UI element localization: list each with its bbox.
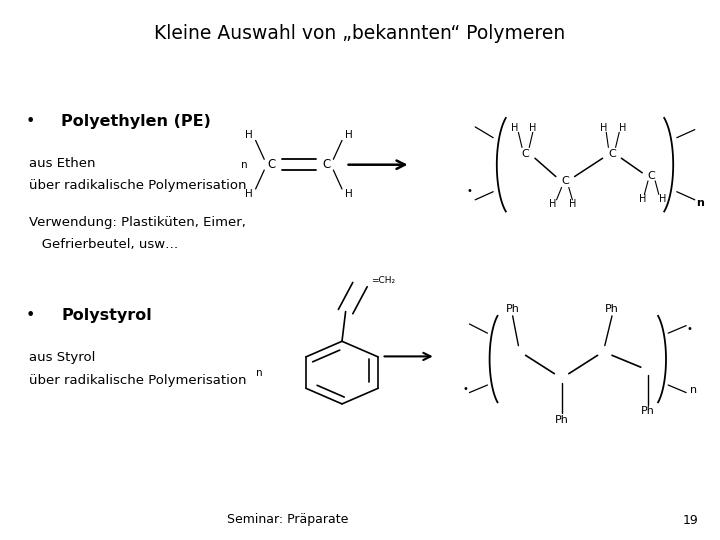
Text: Ph: Ph — [554, 415, 569, 424]
Text: H: H — [619, 123, 626, 133]
Text: •: • — [463, 384, 469, 394]
Text: •: • — [467, 186, 472, 195]
Text: C: C — [522, 149, 529, 159]
Text: H: H — [659, 194, 666, 204]
Text: •: • — [25, 308, 35, 323]
Text: 19: 19 — [683, 514, 698, 526]
Text: C: C — [267, 158, 276, 171]
Text: Polyethylen (PE): Polyethylen (PE) — [61, 114, 211, 129]
Text: Kleine Auswahl von „bekannten“ Polymeren: Kleine Auswahl von „bekannten“ Polymeren — [154, 24, 566, 43]
Text: •: • — [687, 325, 693, 334]
Text: H: H — [346, 190, 353, 199]
Text: C: C — [648, 171, 655, 180]
Text: Polystyrol: Polystyrol — [61, 308, 152, 323]
Text: C: C — [322, 158, 330, 171]
Text: =CH₂: =CH₂ — [371, 276, 395, 285]
Text: Seminar: Präparate: Seminar: Präparate — [228, 514, 348, 526]
Text: aus Ethen: aus Ethen — [29, 157, 95, 170]
Text: Ph: Ph — [641, 407, 655, 416]
Text: •: • — [25, 114, 35, 129]
Text: Gefrierbeutel, usw…: Gefrierbeutel, usw… — [29, 238, 178, 251]
Text: C: C — [608, 149, 616, 159]
Text: H: H — [511, 123, 518, 133]
Text: n: n — [240, 160, 248, 170]
Text: Ph: Ph — [505, 305, 520, 314]
Text: Verwendung: Plastiküten, Eimer,: Verwendung: Plastiküten, Eimer, — [29, 216, 246, 229]
Text: H: H — [600, 123, 607, 133]
Text: H: H — [346, 130, 353, 140]
Text: über radikalische Polymerisation: über radikalische Polymerisation — [29, 179, 246, 192]
Text: über radikalische Polymerisation: über radikalische Polymerisation — [29, 374, 246, 387]
Text: H: H — [529, 123, 536, 133]
Text: H: H — [639, 194, 647, 204]
Text: C: C — [562, 176, 569, 186]
Text: H: H — [245, 190, 252, 199]
Text: H: H — [245, 130, 252, 140]
Text: n: n — [697, 198, 704, 207]
Text: aus Styrol: aus Styrol — [29, 351, 95, 364]
Text: H: H — [549, 199, 556, 209]
Text: n: n — [256, 368, 263, 377]
Text: Ph: Ph — [605, 305, 619, 314]
Text: n: n — [690, 386, 697, 395]
Text: H: H — [569, 199, 576, 209]
